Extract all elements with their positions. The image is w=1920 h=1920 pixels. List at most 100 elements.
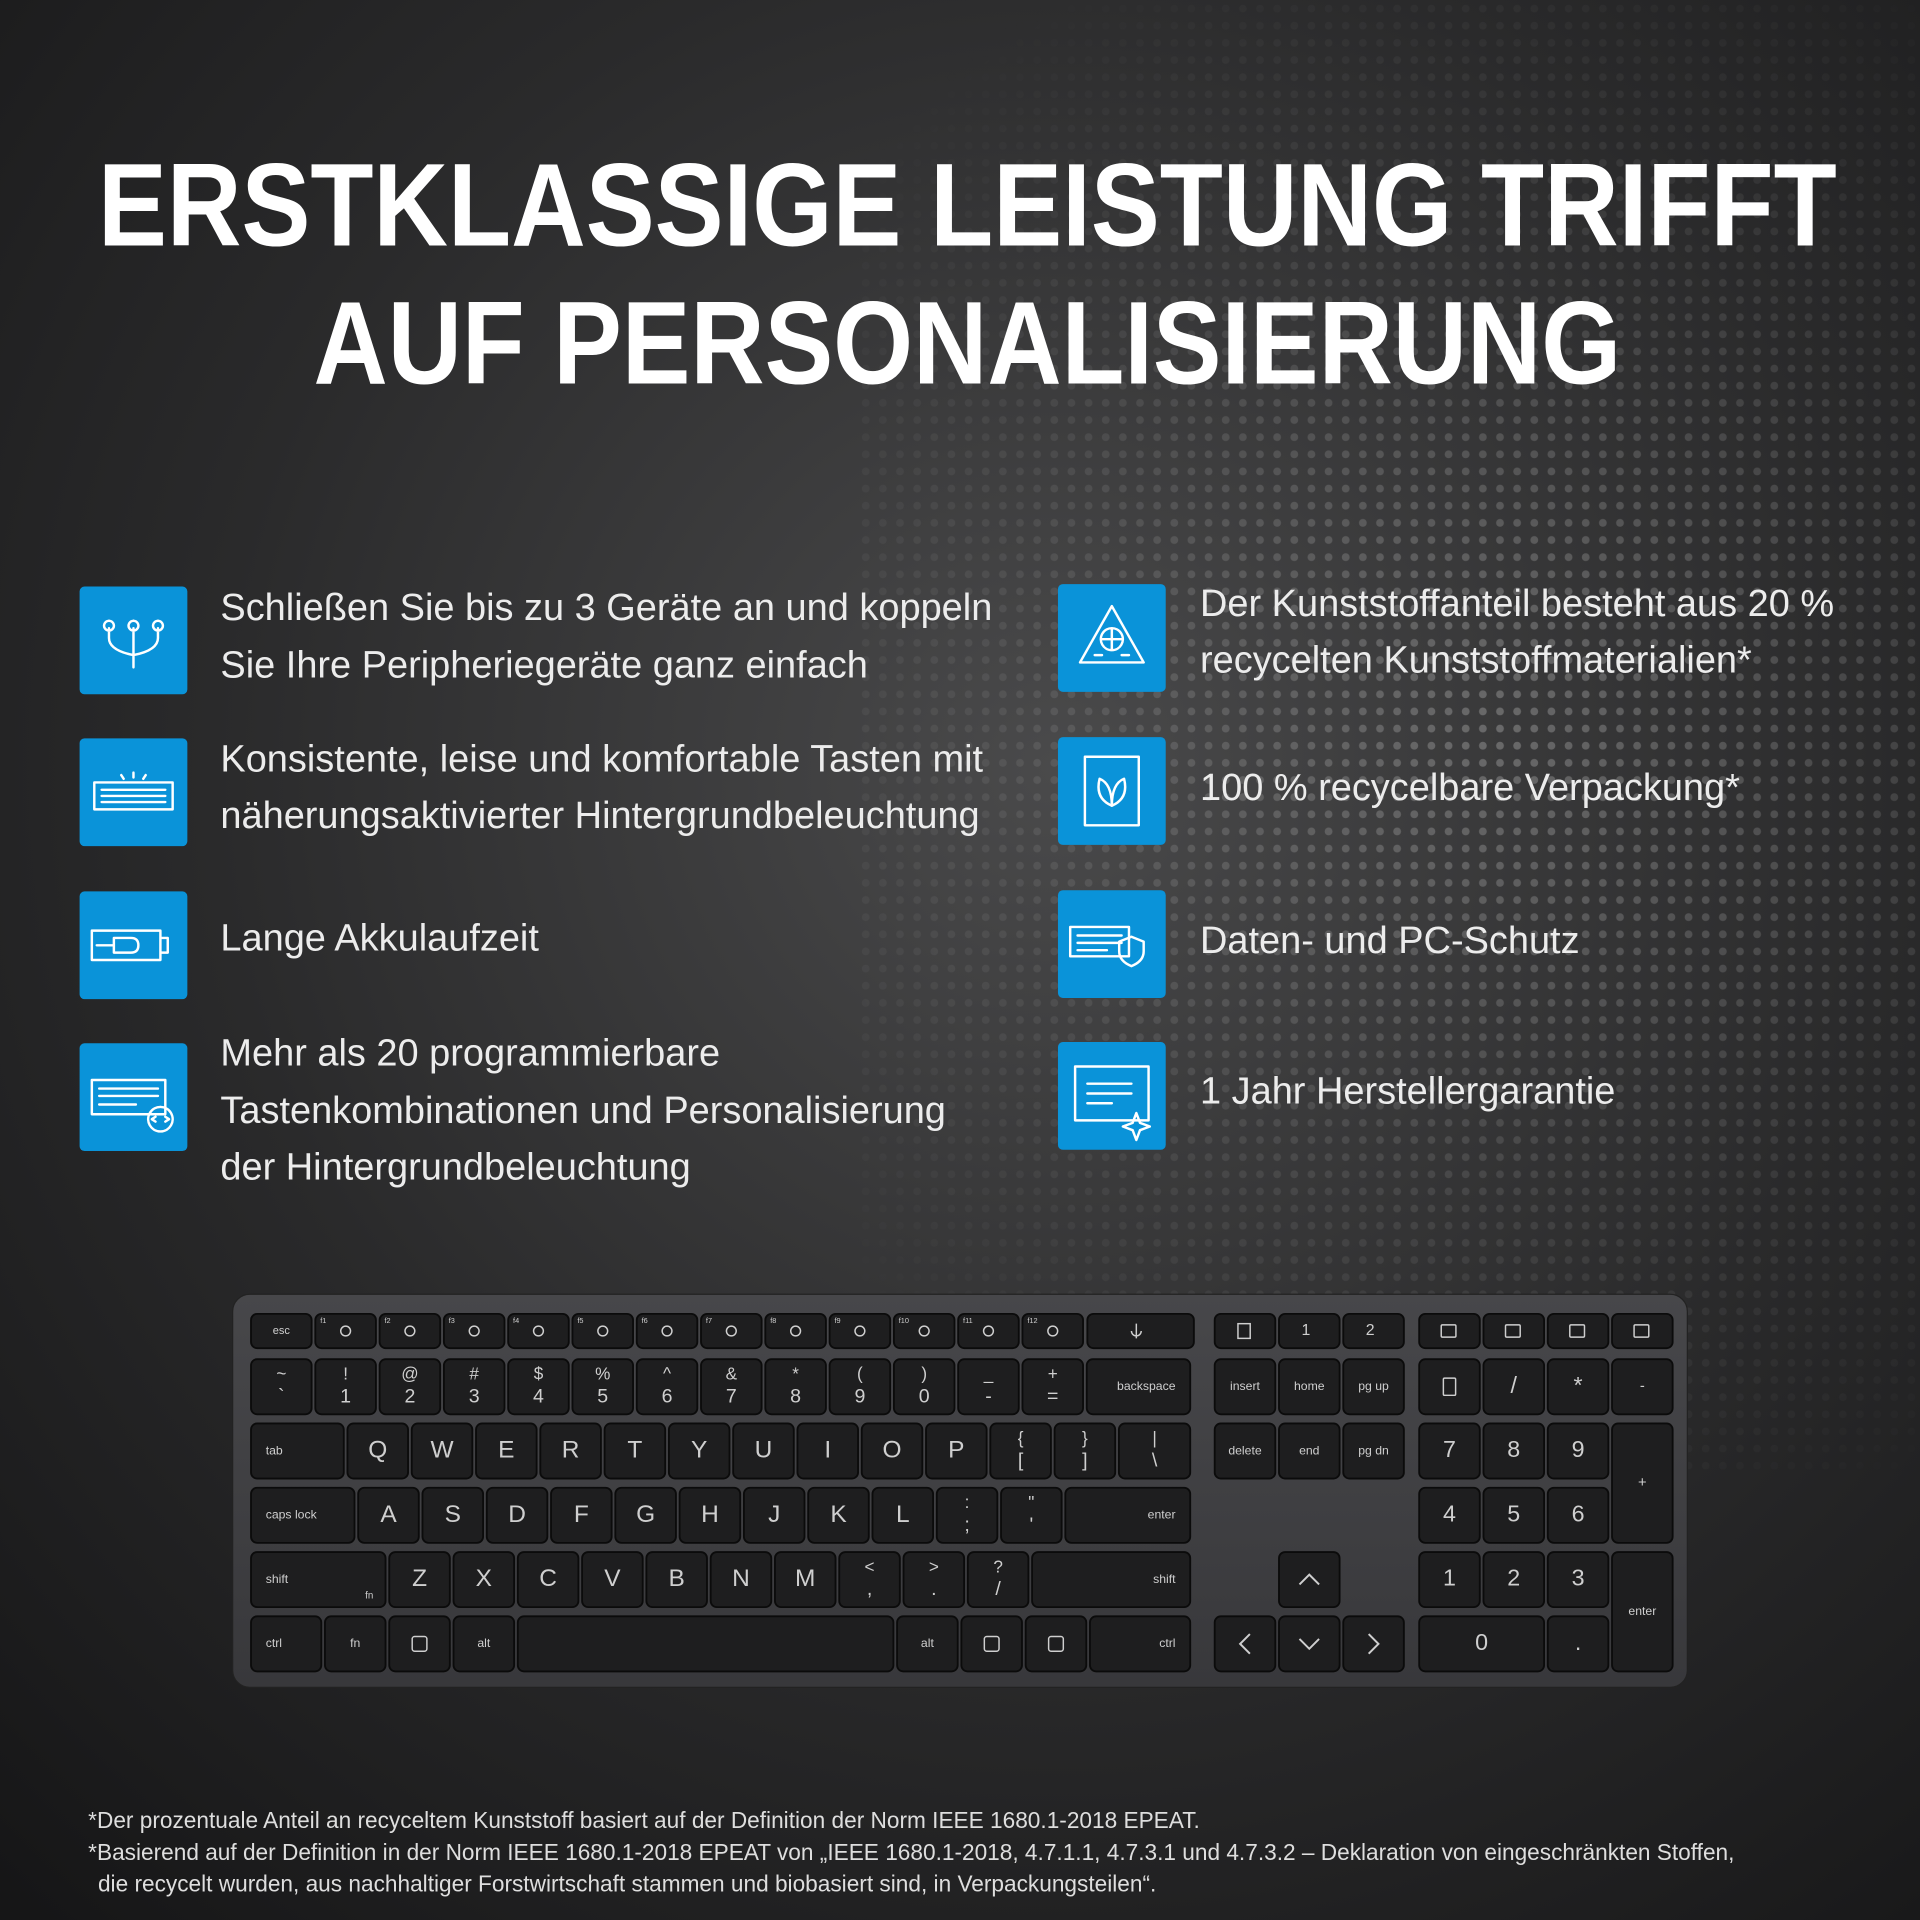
key-icon [1440, 1324, 1457, 1338]
key [1213, 1358, 1277, 1416]
key-label: 6 [1572, 1500, 1585, 1526]
key-icon [1047, 1635, 1065, 1652]
key [774, 1551, 837, 1609]
key-label: shift [266, 1572, 289, 1586]
key [485, 1486, 549, 1544]
key [935, 1486, 999, 1544]
key-icon [1130, 1323, 1142, 1339]
key-label: 4 [1443, 1500, 1456, 1526]
feature-text: Sie Ihre Peripheriegeräte ganz einfach [220, 644, 867, 686]
key-label: + [1638, 1475, 1647, 1491]
key-label: = [1047, 1385, 1058, 1407]
key-label: Q [368, 1436, 387, 1463]
key-label: ~ [276, 1364, 286, 1384]
key-label: , [867, 1578, 872, 1600]
key-label: H [701, 1501, 719, 1528]
key [388, 1615, 451, 1673]
feature-icon [1078, 604, 1145, 664]
feature-text: Lange Akkulaufzeit [220, 917, 539, 959]
key [1611, 1551, 1674, 1673]
key-label: U [755, 1436, 773, 1463]
feature-text: 100 % recycelbare Verpackung* [1200, 767, 1740, 809]
key [452, 1551, 516, 1609]
key [1278, 1358, 1341, 1416]
key [421, 1486, 485, 1544]
key-label: f12 [1027, 1316, 1037, 1325]
key-label: ! [343, 1364, 348, 1384]
key [581, 1551, 644, 1609]
key-label: 7 [1443, 1436, 1456, 1462]
key [250, 1486, 356, 1544]
key-label: esc [273, 1325, 291, 1337]
key [960, 1615, 1023, 1673]
key-icon [1504, 1324, 1521, 1338]
key [989, 1422, 1052, 1480]
key-label: D [508, 1501, 526, 1528]
footnote: die recycelt wurden, aus nachhaltiger Fo… [98, 1871, 1156, 1897]
key-label: < [865, 1556, 875, 1576]
key-label: K [830, 1501, 847, 1528]
key-label: ( [857, 1364, 863, 1384]
key [324, 1615, 387, 1673]
feature-text: Konsistente, leise und komfortable Taste… [220, 739, 983, 781]
key [1546, 1422, 1610, 1480]
key-label: pg up [1358, 1379, 1389, 1393]
key [1342, 1358, 1405, 1416]
feature-text: Schließen Sie bis zu 3 Geräte an und kop… [220, 587, 992, 629]
feature-icon [90, 929, 169, 962]
key [1418, 1615, 1545, 1673]
key-label: f9 [834, 1316, 840, 1325]
key-label: 0 [919, 1385, 930, 1407]
key [250, 1422, 345, 1480]
key [1278, 1551, 1341, 1609]
key-label: f3 [449, 1316, 455, 1325]
key-label: A [380, 1501, 397, 1528]
key-icon [854, 1325, 866, 1337]
key-label: ) [921, 1364, 927, 1384]
key-icon [789, 1325, 802, 1337]
key [1418, 1312, 1481, 1350]
key [1000, 1486, 1063, 1544]
key-label: F [574, 1501, 589, 1528]
key-label: | [1152, 1428, 1156, 1448]
key [603, 1422, 667, 1480]
key-label: enter [1628, 1604, 1656, 1618]
key [764, 1358, 827, 1416]
feature-text: näherungsaktivierter Hintergrundbeleucht… [220, 795, 979, 837]
key-label: - [985, 1385, 992, 1407]
key [742, 1486, 806, 1544]
key [250, 1615, 323, 1673]
key [1611, 1422, 1674, 1544]
key [1089, 1615, 1192, 1673]
key-icon [1442, 1377, 1457, 1397]
arrow-icon [1298, 1638, 1320, 1651]
key [635, 1312, 699, 1350]
feature-text: Daten- und PC-Schutz [1200, 920, 1580, 962]
key [1213, 1422, 1277, 1480]
key-label: M [795, 1565, 815, 1592]
key-label: 8 [1507, 1436, 1520, 1462]
key [957, 1312, 1020, 1350]
key [1342, 1312, 1405, 1350]
key-label: f1 [320, 1316, 326, 1325]
key-label: f11 [963, 1316, 973, 1325]
key-label: @ [401, 1364, 418, 1384]
key-label: T [627, 1436, 642, 1463]
key-label: 2 [1366, 1322, 1375, 1339]
key [1546, 1615, 1610, 1673]
feature-icon [90, 1078, 174, 1133]
key [957, 1358, 1020, 1416]
key [1482, 1551, 1545, 1609]
key-label: 8 [790, 1385, 801, 1407]
key [1418, 1358, 1481, 1416]
key-label: fn [350, 1636, 360, 1650]
arrow-icon [1238, 1633, 1251, 1655]
key [892, 1358, 956, 1416]
key [1482, 1422, 1545, 1480]
feature-icon [102, 619, 165, 669]
key [871, 1486, 935, 1544]
key-label: { [1018, 1428, 1024, 1448]
key-label: 7 [726, 1385, 737, 1407]
key-label: Y [691, 1436, 707, 1463]
key-label: E [498, 1436, 514, 1463]
